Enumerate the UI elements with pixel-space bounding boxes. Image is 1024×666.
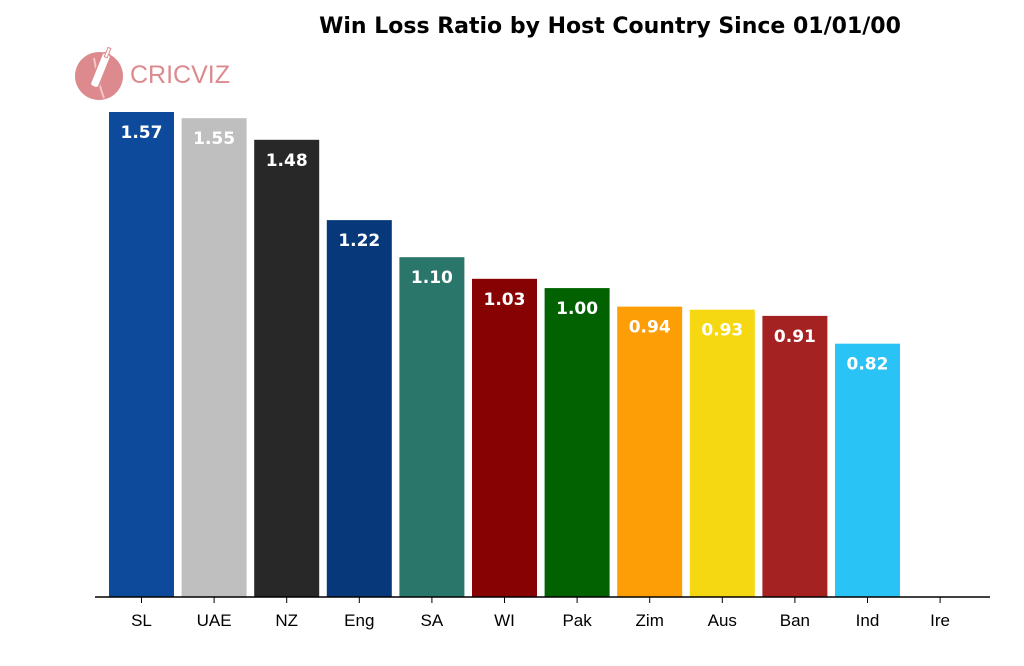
x-tick-label-ind: Ind: [856, 611, 880, 630]
x-tick-label-zim: Zim: [636, 611, 664, 630]
bar-ban: [762, 315, 828, 597]
data-label-sa: 1.10: [411, 268, 453, 288]
data-label-eng: 1.22: [338, 231, 380, 251]
data-label-ind: 0.82: [847, 355, 889, 375]
bar-nz: [254, 139, 320, 597]
bar-wi: [472, 278, 537, 597]
x-tick-label-wi: WI: [494, 611, 515, 630]
x-ticks-group: SL UAE NZ Eng SA WI Pak Zim Aus Ban Ind Ire: [131, 597, 950, 630]
data-label-aus: 0.93: [701, 321, 743, 341]
chart-title: Win Loss Ratio by Host Country Since 01/…: [319, 14, 901, 39]
cricviz-logo: CRICVIZ: [74, 46, 230, 104]
bar-eng: [326, 220, 392, 597]
x-tick-label-eng: Eng: [344, 611, 374, 630]
data-label-pak: 1.00: [556, 299, 598, 319]
x-tick-label-uae: UAE: [197, 611, 232, 630]
bar-sa: [399, 257, 465, 597]
cricket-bat-ball-icon: [75, 46, 123, 100]
data-label-zim: 0.94: [629, 318, 671, 338]
x-tick-label-aus: Aus: [708, 611, 737, 630]
bar-uae: [181, 118, 247, 597]
bar-aus: [689, 309, 755, 597]
bar-sl: [109, 112, 174, 597]
bar-zim: [617, 306, 683, 597]
x-tick-label-nz: NZ: [275, 611, 298, 630]
data-label-uae: 1.55: [193, 129, 235, 149]
x-tick-label-sa: SA: [421, 611, 444, 630]
bar-pak: [544, 288, 610, 597]
data-label-nz: 1.48: [266, 151, 308, 171]
data-labels-group: 1.57 1.55 1.48 1.22 1.10 1.03 1.00 0.94 0.93 0.91…: [121, 123, 889, 375]
data-label-sl: 1.57: [121, 123, 163, 143]
x-tick-label-sl: SL: [131, 611, 152, 630]
x-tick-label-ban: Ban: [780, 611, 810, 630]
data-label-ban: 0.91: [774, 327, 816, 347]
logo-text: CRICVIZ: [130, 60, 230, 89]
x-tick-label-pak: Pak: [562, 611, 592, 630]
bars-group: [109, 112, 900, 597]
bar-ind: [835, 343, 900, 597]
data-label-wi: 1.03: [484, 290, 526, 310]
x-tick-label-ire: Ire: [930, 611, 950, 630]
